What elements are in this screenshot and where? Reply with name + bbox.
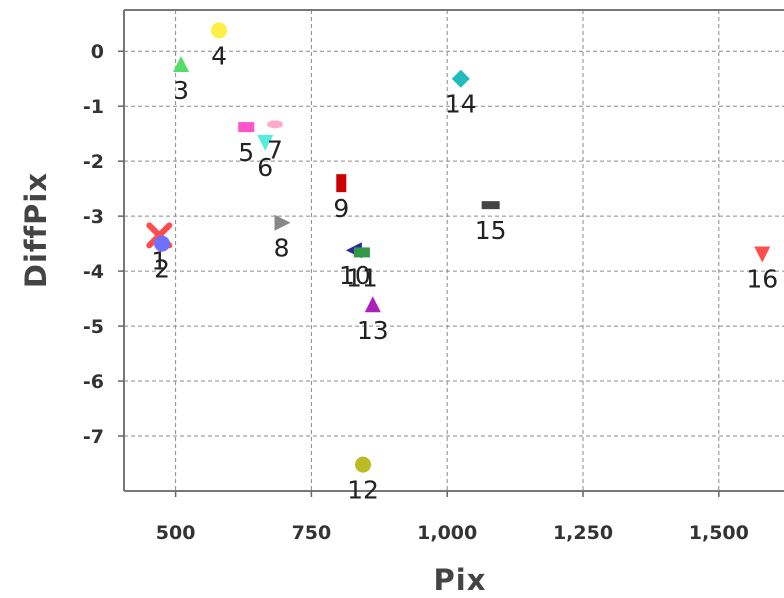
data-point-label: 12 — [347, 476, 379, 505]
data-point-15 — [481, 201, 500, 210]
data-point-4 — [211, 22, 228, 39]
data-point-label: 8 — [274, 234, 290, 263]
x-tick-label: 1,250 — [553, 522, 613, 544]
x-tick-label: 1,000 — [417, 522, 477, 544]
data-point-5 — [238, 122, 255, 133]
x-tick-label: 750 — [292, 522, 332, 544]
data-point-label: 11 — [346, 263, 378, 292]
y-axis-title: DiffPix — [19, 172, 53, 288]
x-tick-label: 500 — [156, 522, 196, 544]
data-point-label: 14 — [445, 90, 477, 119]
data-point-label: 5 — [238, 138, 254, 167]
data-point-11 — [353, 247, 370, 258]
data-point-6 — [257, 134, 274, 151]
y-tick-label: -2 — [83, 151, 104, 173]
y-tick-label: -3 — [83, 206, 104, 228]
data-point-label: 4 — [211, 41, 227, 70]
data-point-label: 10 — [339, 261, 371, 290]
data-point-label: 15 — [475, 216, 507, 245]
data-point-7 — [267, 120, 284, 129]
y-tick-label: -6 — [83, 371, 104, 393]
data-point-label: 9 — [333, 194, 349, 223]
x-axis-ticks: 500 750 1,000 1,250 1,500 — [156, 491, 749, 544]
y-tick-label: 0 — [91, 41, 104, 63]
y-tick-label: -1 — [83, 96, 104, 118]
data-point-label: 6 — [257, 153, 273, 182]
data-point-label: 3 — [173, 76, 189, 105]
data-point-label: 16 — [746, 265, 778, 294]
data-point-label: 13 — [357, 316, 389, 345]
plot-frame — [123, 9, 784, 492]
data-point-label: 7 — [267, 135, 283, 164]
plot-background — [124, 10, 784, 491]
data-point-12 — [355, 456, 372, 473]
data-point-16 — [754, 246, 771, 263]
data-point-label: 2 — [154, 255, 170, 284]
y-tick-label: -5 — [83, 316, 104, 338]
data-point-9 — [336, 174, 347, 193]
data-point-14 — [451, 69, 470, 88]
data-points — [146, 22, 771, 473]
data-point-label: 1 — [151, 246, 167, 275]
y-tick-label: -4 — [83, 261, 104, 283]
x-axis-title: Pix — [434, 563, 487, 597]
data-point-3 — [173, 55, 190, 72]
data-point-8 — [274, 214, 291, 231]
y-axis-ticks: 0 -1 -2 -3 -4 -5 -6 -7 — [83, 41, 124, 448]
grid-lines — [124, 10, 784, 491]
data-point-13 — [364, 296, 381, 313]
x-tick-label: 1,500 — [689, 522, 749, 544]
data-point-2 — [154, 235, 171, 252]
y-tick-label: -7 — [83, 426, 104, 448]
